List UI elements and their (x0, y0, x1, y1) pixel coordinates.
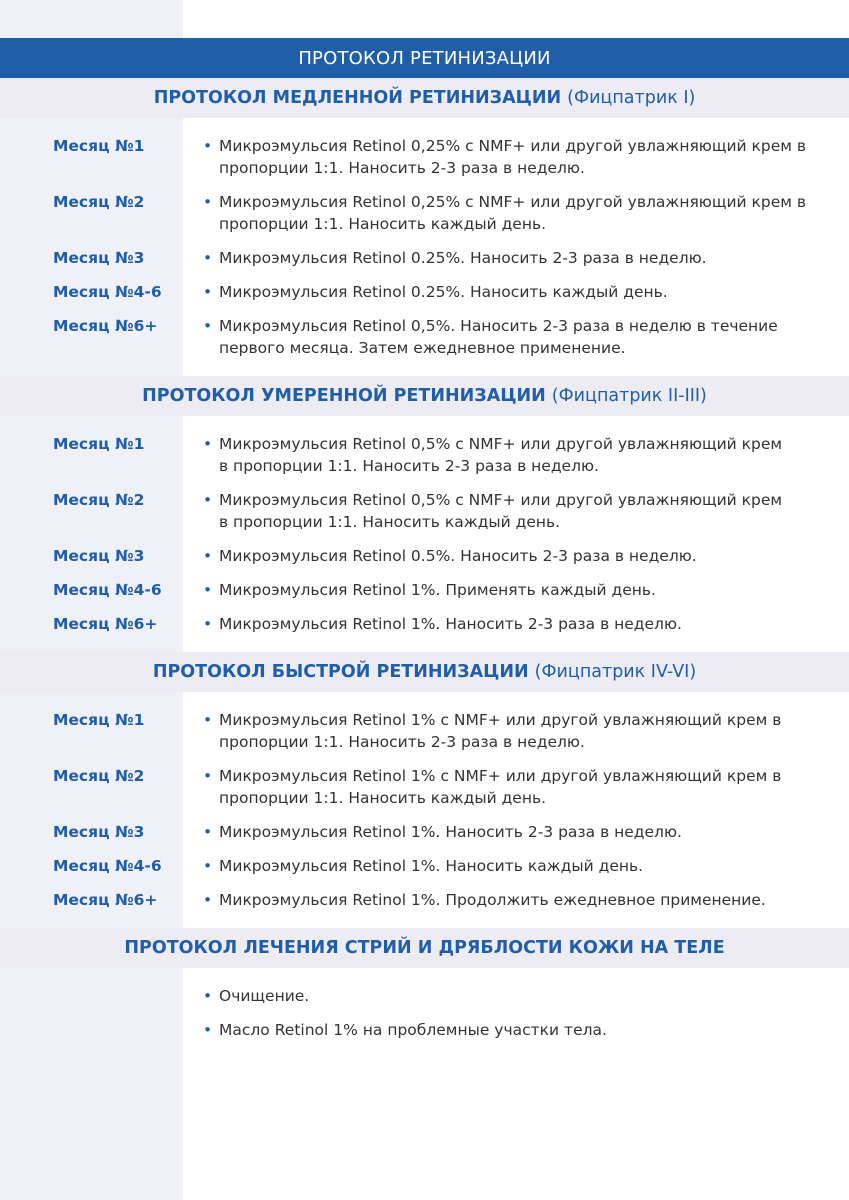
month-label: Месяц №1 (53, 711, 145, 729)
protocol-text: Микроэмульсия Retinol 1% с NMF+ или друг… (219, 711, 782, 751)
bullet-icon: • (203, 249, 213, 267)
month-label (0, 985, 183, 1007)
protocol-text: Очищение. (219, 987, 310, 1005)
protocol-text: Микроэмульсия Retinol 0,5% с NMF+ или др… (219, 491, 783, 531)
section-title: ПРОТОКОЛ МЕДЛЕННОЙ РЕТИНИЗАЦИИ (153, 88, 562, 108)
protocol-row: Месяц №6+ • Микроэмульсия Retinol 1%. Нано… (0, 613, 849, 635)
section-subtitle: (Фицпатрик I) (567, 88, 696, 108)
left-column-background (0, 0, 183, 1200)
protocol-text: Микроэмульсия Retinol 1%. Наносить кажды… (219, 857, 644, 875)
protocol-text: Микроэмульсия Retinol 0,5%. Наносить 2-3… (219, 317, 778, 357)
bullet-icon: • (203, 1021, 213, 1039)
bullet-icon: • (203, 137, 213, 155)
protocol-row: Месяц №4-6 • Микроэмульсия Retinol 0.25%. … (0, 281, 849, 303)
month-label: Месяц №2 (53, 491, 145, 509)
protocol-row: • Масло Retinol 1% на проблемные участки … (0, 1019, 849, 1041)
month-label: Месяц №3 (53, 249, 145, 267)
bullet-icon: • (203, 767, 213, 785)
protocol-text: Микроэмульсия Retinol 0,25% с NMF+ или д… (219, 193, 807, 233)
protocol-row: Месяц №3 • Микроэмульсия Retinol 0.5%. Нан… (0, 545, 849, 567)
protocol-row: Месяц №2 • Микроэмульсия Retinol 0,5% с NM… (0, 489, 849, 533)
bullet-icon: • (203, 491, 213, 509)
protocol-row: Месяц №1 • Микроэмульсия Retinol 1% с NMF+… (0, 709, 849, 753)
section-title: ПРОТОКОЛ УМЕРЕННОЙ РЕТИНИЗАЦИИ (142, 386, 546, 406)
bullet-icon: • (203, 891, 213, 909)
bullet-icon: • (203, 987, 213, 1005)
month-label (0, 1019, 183, 1041)
section-header: ПРОТОКОЛ УМЕРЕННОЙ РЕТИНИЗАЦИИ (Фицпатрик… (0, 376, 849, 416)
protocol-row: Месяц №2 • Микроэмульсия Retinol 0,25% с N… (0, 191, 849, 235)
bullet-icon: • (203, 581, 213, 599)
protocol-row: Месяц №4-6 • Микроэмульсия Retinol 1%. Нан… (0, 855, 849, 877)
protocol-row: Месяц №6+ • Микроэмульсия Retinol 1%. Прод… (0, 889, 849, 911)
protocol-row: • Очищение. (0, 985, 849, 1007)
bullet-icon: • (203, 283, 213, 301)
bullet-icon: • (203, 317, 213, 335)
protocol-text: Микроэмульсия Retinol 1% с NMF+ или друг… (219, 767, 782, 807)
month-label: Месяц №6+ (53, 615, 158, 633)
protocol-row: Месяц №1 • Микроэмульсия Retinol 0,5% с NM… (0, 433, 849, 477)
section-title: ПРОТОКОЛ ЛЕЧЕНИЯ СТРИЙ И ДРЯБЛОСТИ КОЖИ … (124, 938, 725, 958)
month-label: Месяц №6+ (53, 317, 158, 335)
bullet-icon: • (203, 857, 213, 875)
protocol-row: Месяц №3 • Микроэмульсия Retinol 0.25%. На… (0, 247, 849, 269)
month-label: Месяц №3 (53, 823, 145, 841)
protocol-text: Микроэмульсия Retinol 1%. Продолжить еже… (219, 891, 766, 909)
protocol-text: Микроэмульсия Retinol 0.5%. Наносить 2-3… (219, 547, 697, 565)
section-title: ПРОТОКОЛ БЫСТРОЙ РЕТИНИЗАЦИИ (152, 662, 529, 682)
section-content: • Очищение. • Масло Retinol 1% на проблемны… (0, 968, 849, 1058)
protocol-text: Масло Retinol 1% на проблемные участки т… (219, 1021, 607, 1039)
protocol-text: Микроэмульсия Retinol 0,5% с NMF+ или др… (219, 435, 783, 475)
section-content: Месяц №1 • Микроэмульсия Retinol 1% с NMF+… (0, 692, 849, 928)
protocol-text: Микроэмульсия Retinol 0.25%. Наносить 2-… (219, 249, 707, 267)
bullet-icon: • (203, 435, 213, 453)
protocol-text: Микроэмульсия Retinol 1%. Наносить 2-3 р… (219, 615, 682, 633)
section-header: ПРОТОКОЛ ЛЕЧЕНИЯ СТРИЙ И ДРЯБЛОСТИ КОЖИ … (0, 928, 849, 968)
month-label: Месяц №2 (53, 767, 145, 785)
protocol-row: Месяц №3 • Микроэмульсия Retinol 1%. Нанос… (0, 821, 849, 843)
month-label: Месяц №2 (53, 193, 145, 211)
month-label: Месяц №1 (53, 137, 145, 155)
protocol-text: Микроэмульсия Retinol 0,25% с NMF+ или д… (219, 137, 807, 177)
section-header: ПРОТОКОЛ МЕДЛЕННОЙ РЕТИНИЗАЦИИ (Фицпатрик… (0, 78, 849, 118)
protocol-row: Месяц №2 • Микроэмульсия Retinol 1% с NMF+… (0, 765, 849, 809)
protocol-row: Месяц №6+ • Микроэмульсия Retinol 0,5%. На… (0, 315, 849, 359)
section-content: Месяц №1 • Микроэмульсия Retinol 0,25% с N… (0, 118, 849, 376)
protocol-sections: ПРОТОКОЛ МЕДЛЕННОЙ РЕТИНИЗАЦИИ (Фицпатрик… (0, 78, 849, 1058)
protocol-row: Месяц №1 • Микроэмульсия Retinol 0,25% с N… (0, 135, 849, 179)
section-subtitle: (Фицпатрик IV-VI) (534, 662, 697, 682)
protocol-text: Микроэмульсия Retinol 0.25%. Наносить ка… (219, 283, 668, 301)
month-label: Месяц №1 (53, 435, 145, 453)
month-label: Месяц №4-6 (53, 581, 162, 599)
protocol-row: Месяц №4-6 • Микроэмульсия Retinol 1%. При… (0, 579, 849, 601)
month-label: Месяц №4-6 (53, 283, 162, 301)
month-label: Месяц №3 (53, 547, 145, 565)
page-title: ПРОТОКОЛ РЕТИНИЗАЦИИ (0, 38, 849, 78)
section-header: ПРОТОКОЛ БЫСТРОЙ РЕТИНИЗАЦИИ (Фицпатрик I… (0, 652, 849, 692)
month-label: Месяц №6+ (53, 891, 158, 909)
month-label: Месяц №4-6 (53, 857, 162, 875)
protocol-text: Микроэмульсия Retinol 1%. Применять кажд… (219, 581, 656, 599)
section-subtitle: (Фицпатрик II-III) (551, 386, 707, 406)
bullet-icon: • (203, 547, 213, 565)
bullet-icon: • (203, 823, 213, 841)
bullet-icon: • (203, 193, 213, 211)
protocol-text: Микроэмульсия Retinol 1%. Наносить 2-3 р… (219, 823, 682, 841)
section-content: Месяц №1 • Микроэмульсия Retinol 0,5% с NM… (0, 416, 849, 652)
bullet-icon: • (203, 711, 213, 729)
bullet-icon: • (203, 615, 213, 633)
